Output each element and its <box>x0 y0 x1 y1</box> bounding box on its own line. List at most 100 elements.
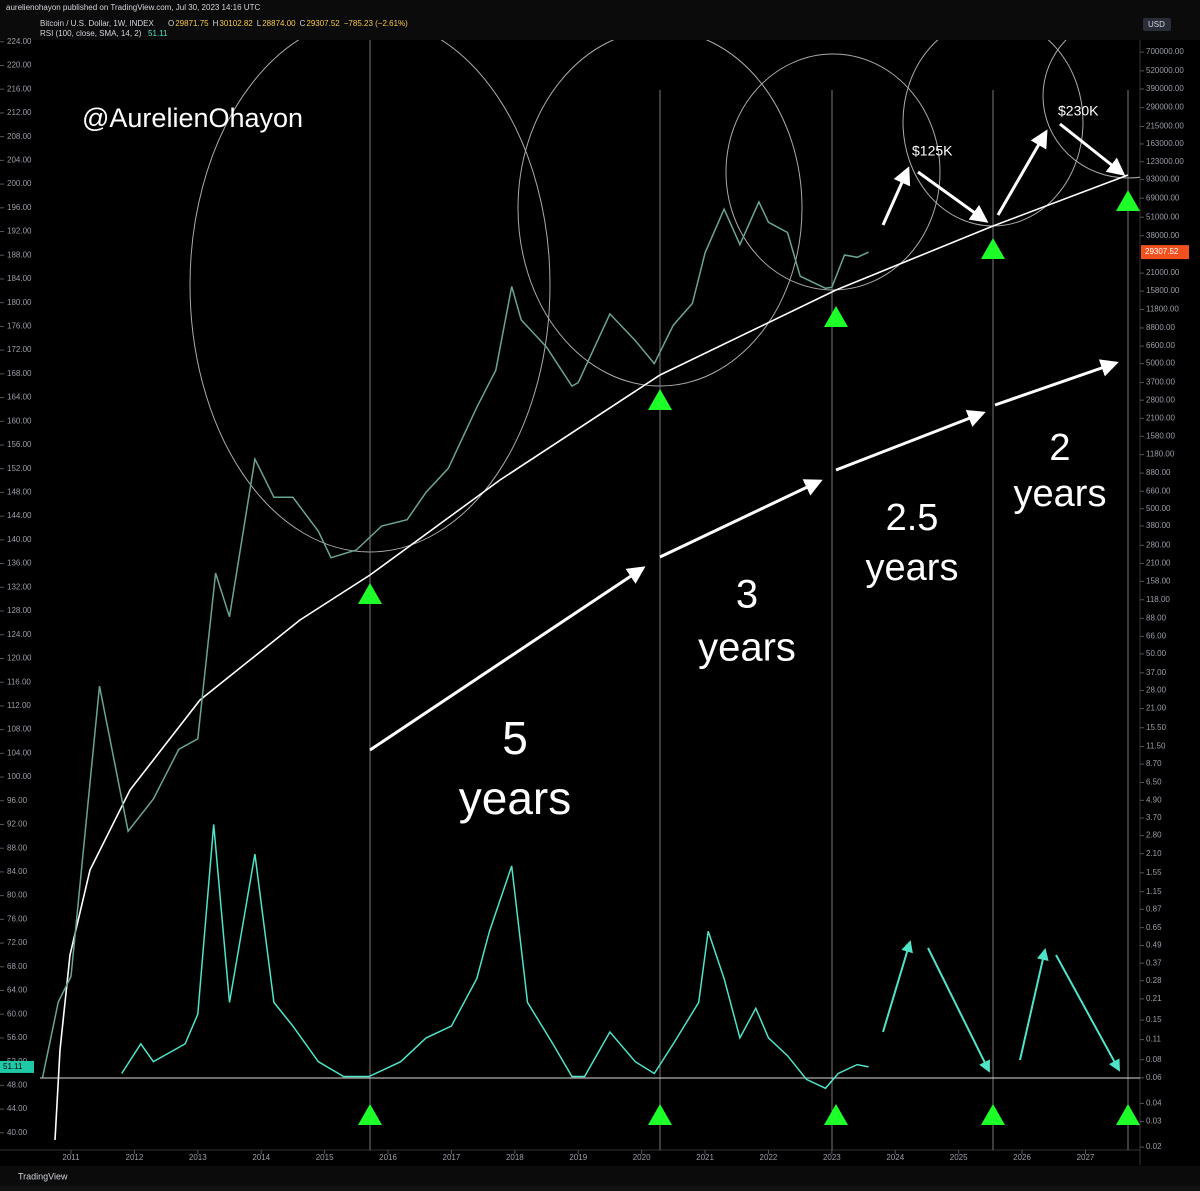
rsi-title: RSI (100, close, SMA, 14, 2) <box>40 29 142 38</box>
y2-tick-label: 37.00 <box>1146 668 1167 677</box>
cycle-marker <box>981 238 1005 259</box>
y2-tick-label: 5000.00 <box>1146 359 1175 368</box>
rsi-tag <box>0 1060 34 1073</box>
y2-tick-label: 11.50 <box>1146 742 1166 751</box>
x-tick-label: 2018 <box>506 1153 524 1162</box>
ohlc-item: −785.23 (−2.61%) <box>344 19 408 28</box>
y-tick-label: 192.00 <box>7 227 32 236</box>
y-tick-label: 144.00 <box>7 511 32 520</box>
x-tick-label: 2016 <box>379 1153 397 1162</box>
y-tick-label: 164.00 <box>7 393 32 402</box>
y2-tick-label: 15.50 <box>1146 723 1167 732</box>
y2-tick-label: 3.70 <box>1146 813 1162 822</box>
cycle-marker <box>1116 190 1140 211</box>
y2-tick-label: 15800.00 <box>1146 286 1180 295</box>
x-tick-label: 2019 <box>569 1153 587 1162</box>
y2-tick-label: 210.00 <box>1146 559 1171 568</box>
markers <box>358 190 1140 1125</box>
brand: TradingView <box>18 1171 68 1181</box>
currency-box <box>1143 18 1171 31</box>
y-tick-label: 76.00 <box>7 914 28 923</box>
cycle-marker <box>358 1104 382 1125</box>
y-tick-label: 140.00 <box>7 535 32 544</box>
ohlc-item: 29307.52 <box>306 19 340 28</box>
x-tick-label: 2022 <box>760 1153 778 1162</box>
y2-tick-label: 88.00 <box>1146 613 1167 622</box>
y2-tick-label: 500.00 <box>1146 504 1171 513</box>
cycle-label: years <box>698 626 796 670</box>
y-tick-label: 212.00 <box>7 108 32 117</box>
y2-tick-label: 11800.00 <box>1146 305 1179 314</box>
arrows <box>369 122 1126 752</box>
y2-tick-label: 158.00 <box>1146 576 1171 585</box>
x-tick-label: 2011 <box>62 1153 80 1162</box>
ohlc-item: 28874.00 <box>262 19 296 28</box>
ohlc-item: C <box>300 19 306 28</box>
y2-tick-label: 0.11 <box>1146 1035 1162 1044</box>
y-tick-label: 220.00 <box>7 61 32 70</box>
y2-tick-label: 280.00 <box>1146 540 1171 549</box>
y2-tick-label: 8800.00 <box>1146 323 1175 332</box>
cycle-label: 5 <box>502 712 528 764</box>
y-tick-label: 60.00 <box>7 1009 28 1018</box>
y2-tick-label: 69000.00 <box>1146 193 1180 202</box>
arrow <box>996 129 1048 216</box>
y-tick-label: 104.00 <box>7 748 32 757</box>
y-tick-label: 196.00 <box>7 203 32 212</box>
y-tick-label: 120.00 <box>7 654 32 663</box>
cycle-label: years <box>866 547 959 589</box>
cycle-lines <box>369 40 1129 1150</box>
y2-tick-label: 38000.00 <box>1146 231 1180 240</box>
cycle-label: years <box>1014 473 1107 515</box>
y-tick-label: 148.00 <box>7 488 32 497</box>
y2-tick-label: 1580.00 <box>1146 431 1175 440</box>
y2-tick-label: 290000.00 <box>1146 103 1184 112</box>
x-tick-label: 2012 <box>126 1153 144 1162</box>
header-bar <box>0 0 1200 40</box>
arrow <box>835 410 986 472</box>
cycle-label: 2 <box>1049 427 1070 469</box>
y-tick-label: 200.00 <box>7 179 32 188</box>
y-tick-label: 204.00 <box>7 155 32 164</box>
y-tick-label: 116.00 <box>7 677 31 686</box>
ohlc-item: O <box>168 19 174 28</box>
y-tick-label: 112.00 <box>7 701 31 710</box>
y-tick-label: 224.00 <box>7 37 32 46</box>
y2-tick-label: 3700.00 <box>1146 378 1175 387</box>
y-tick-label: 152.00 <box>7 464 32 473</box>
cycle-label: 2.5 <box>886 497 939 539</box>
y2-tick-label: 2100.00 <box>1146 413 1175 422</box>
y2-tick-label: 0.49 <box>1146 941 1162 950</box>
y-tick-label: 100.00 <box>7 772 32 781</box>
y-tick-label: 40.00 <box>7 1128 28 1137</box>
y2-tick-label: 2800.00 <box>1146 395 1175 404</box>
y2-tick-label: 0.21 <box>1146 994 1162 1003</box>
y-tick-label: 44.00 <box>7 1104 28 1113</box>
y2-tick-label: 8.70 <box>1146 759 1162 768</box>
y-tick-label: 172.00 <box>7 345 32 354</box>
cycle-marker <box>824 306 848 327</box>
y2-tick-label: 1.15 <box>1146 887 1162 896</box>
arrow <box>369 566 646 752</box>
x-tick-label: 2017 <box>443 1153 461 1162</box>
y2-tick-label: 21000.00 <box>1146 268 1180 277</box>
x-tick-label: 2021 <box>696 1153 714 1162</box>
y-tick-label: 180.00 <box>7 298 32 307</box>
y-tick-label: 72.00 <box>7 938 28 947</box>
x-tick-label: 2025 <box>950 1153 968 1162</box>
cycle-marker <box>981 1104 1005 1125</box>
arrow <box>1059 122 1126 176</box>
y2-tick-label: 0.28 <box>1146 976 1162 985</box>
y-tick-label: 108.00 <box>7 725 32 734</box>
y-tick-label: 56.00 <box>7 1033 28 1042</box>
y2-tick-label: 2.80 <box>1146 831 1162 840</box>
cycle-labels: 5 years 3 years 2.5 years 2 years <box>459 427 1107 824</box>
y-tick-label: 68.00 <box>7 962 28 971</box>
y2-tick-label: 66.00 <box>1146 632 1167 641</box>
y-tick-label: 176.00 <box>7 322 32 331</box>
y-tick-label: 208.00 <box>7 132 32 141</box>
plot <box>41 200 869 1090</box>
rsi-arrows <box>882 940 1120 1073</box>
currency: USD <box>1148 20 1165 29</box>
y2-tick-label: 123000.00 <box>1146 157 1184 166</box>
